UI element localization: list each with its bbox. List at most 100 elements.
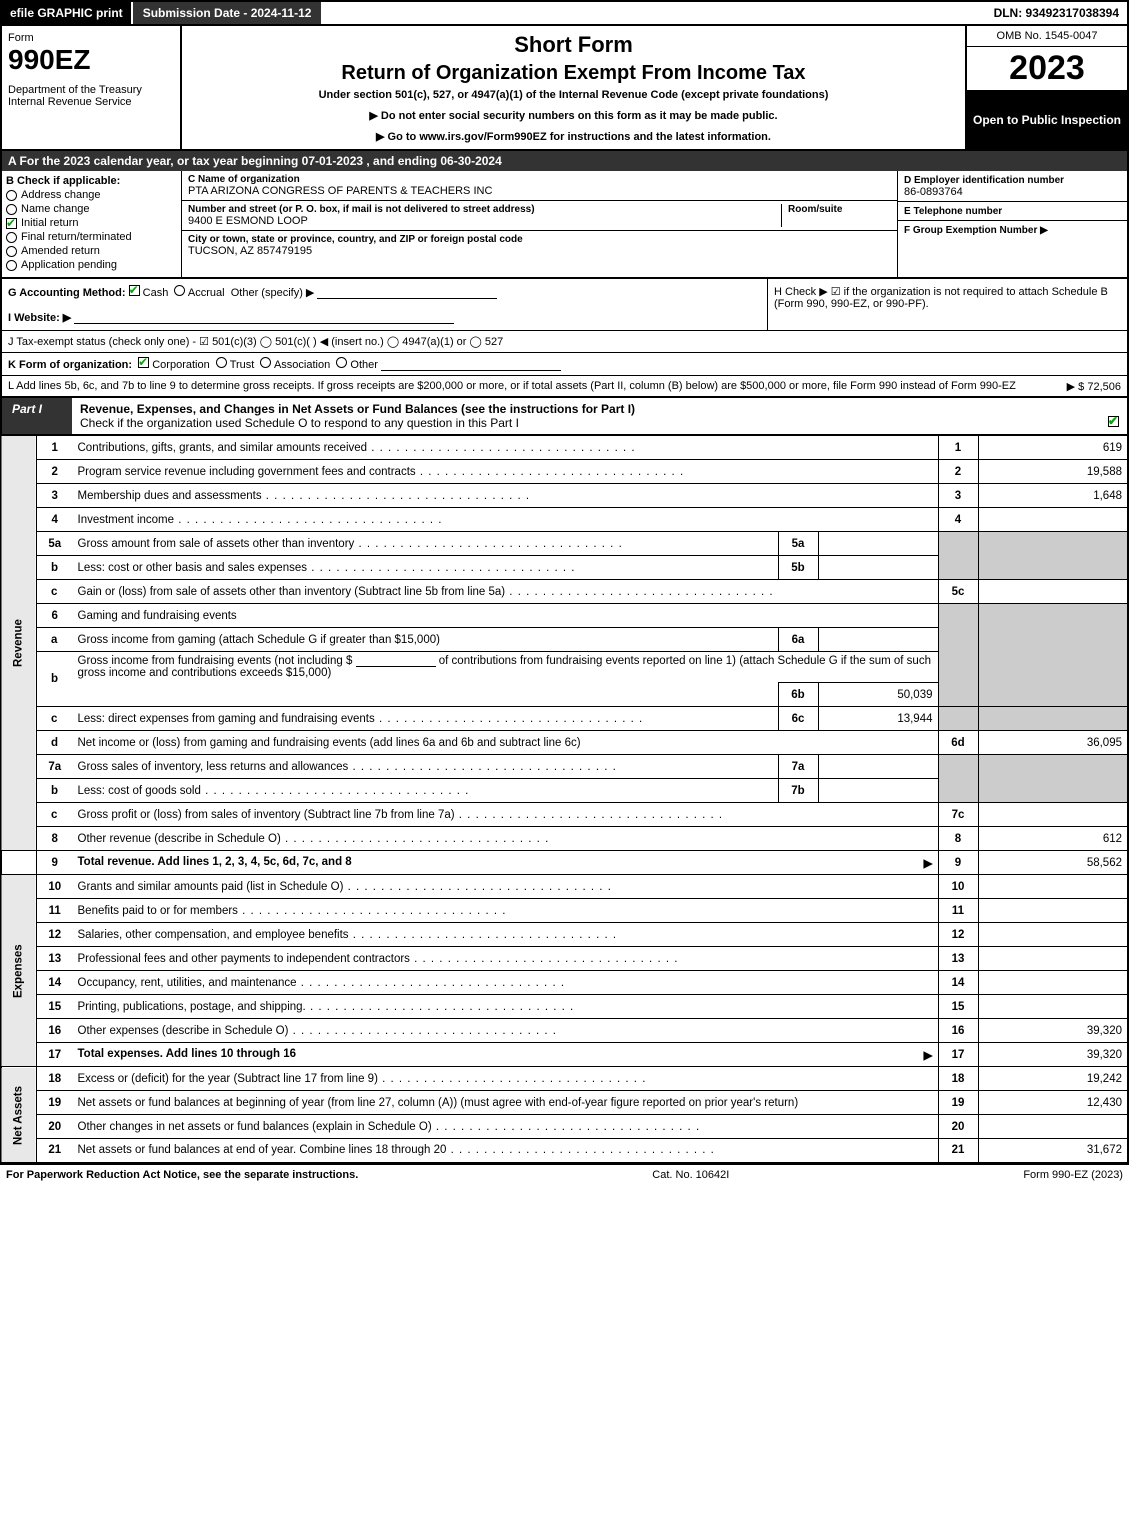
ln6b-spacer [73, 683, 779, 707]
ln15-rval [978, 995, 1128, 1019]
ln13-rval [978, 947, 1128, 971]
chk-accrual[interactable] [174, 285, 185, 296]
e-phone-label: E Telephone number [904, 206, 1002, 217]
shade-7ab [938, 755, 978, 803]
ln6c-ino: 6c [778, 707, 818, 731]
ln15-rno: 15 [938, 995, 978, 1019]
col-b-checkboxes: B Check if applicable: Address change Na… [2, 171, 182, 277]
ln3-rval: 1,648 [978, 484, 1128, 508]
ln6b-blank[interactable] [356, 655, 436, 667]
form-number: 990EZ [8, 44, 174, 76]
c-street-label: Number and street (or P. O. box, if mail… [188, 204, 781, 215]
bullet-link[interactable]: ▶ Go to www.irs.gov/Form990EZ for instru… [192, 130, 955, 143]
ln6b-desc1: Gross income from fundraising events (no… [73, 652, 939, 683]
other-org-input[interactable] [381, 359, 561, 371]
ln3-desc: Membership dues and assessments [73, 484, 939, 508]
chk-other[interactable] [336, 357, 347, 368]
g-accounting: G Accounting Method: Cash Accrual Other … [2, 279, 767, 330]
dln: DLN: 93492317038394 [986, 2, 1127, 24]
chk-address-change[interactable] [6, 190, 17, 201]
row-gh: G Accounting Method: Cash Accrual Other … [0, 279, 1129, 331]
shade-5ab [938, 532, 978, 580]
part1-check-text: Check if the organization used Schedule … [80, 416, 519, 430]
i-website: I Website: ▶ [8, 312, 71, 324]
col-c-org-info: C Name of organization PTA ARIZONA CONGR… [182, 171, 897, 277]
ln12-no: 12 [37, 923, 73, 947]
ln16-rval: 39,320 [978, 1019, 1128, 1043]
part1-table: Revenue 1 Contributions, gifts, grants, … [0, 435, 1129, 1164]
ln16-desc: Other expenses (describe in Schedule O) [73, 1019, 939, 1043]
row-j-tax-exempt: J Tax-exempt status (check only one) - ☑… [0, 331, 1129, 353]
ln17-rval: 39,320 [978, 1043, 1128, 1067]
ln6b-no: b [37, 652, 73, 707]
ln18-rno: 18 [938, 1067, 978, 1091]
shade-7ab-v [978, 755, 1128, 803]
ln6c-ival: 13,944 [818, 707, 938, 731]
shade-6abc-v [978, 604, 1128, 707]
chk-schedule-o[interactable] [1108, 416, 1119, 427]
chk-final-return[interactable] [6, 232, 17, 243]
header-right: OMB No. 1545-0047 2023 Open to Public In… [967, 26, 1127, 149]
lbl-trust: Trust [230, 359, 255, 371]
chk-amended[interactable] [6, 246, 17, 257]
chk-app-pending[interactable] [6, 260, 17, 271]
ln20-rval [978, 1115, 1128, 1139]
department: Department of the Treasury Internal Reve… [8, 84, 174, 108]
chk-trust[interactable] [216, 357, 227, 368]
f-group-label: F Group Exemption Number ▶ [904, 225, 1048, 236]
form-word: Form [8, 32, 174, 44]
ln21-no: 21 [37, 1139, 73, 1163]
part1-tag: Part I [2, 398, 72, 434]
other-specify-input[interactable] [317, 287, 497, 299]
title-short-form: Short Form [192, 32, 955, 58]
ln1-rno: 1 [938, 436, 978, 460]
ln10-desc: Grants and similar amounts paid (list in… [73, 875, 939, 899]
ln5b-ino: 5b [778, 556, 818, 580]
title-return: Return of Organization Exempt From Incom… [192, 62, 955, 85]
ln6b-ival: 50,039 [818, 683, 938, 707]
ln11-rval [978, 899, 1128, 923]
chk-corporation[interactable] [138, 357, 149, 368]
footer-cat: Cat. No. 10642I [652, 1169, 729, 1181]
org-city: TUCSON, AZ 857479195 [188, 245, 312, 257]
chk-cash[interactable] [129, 285, 140, 296]
omb-number: OMB No. 1545-0047 [967, 26, 1127, 47]
part1-header: Part I Revenue, Expenses, and Changes in… [0, 398, 1129, 435]
l-amount: ▶ $ 72,506 [1067, 380, 1121, 393]
b-header: B Check if applicable: [6, 175, 177, 187]
ln4-desc: Investment income [73, 508, 939, 532]
footer-paperwork: For Paperwork Reduction Act Notice, see … [6, 1169, 358, 1181]
lbl-initial-return: Initial return [21, 217, 78, 229]
ln5c-rno: 5c [938, 580, 978, 604]
ln5b-no: b [37, 556, 73, 580]
ln7c-rval [978, 803, 1128, 827]
ln18-desc: Excess or (deficit) for the year (Subtra… [73, 1067, 939, 1091]
shade-6c [938, 707, 978, 731]
g-label: G Accounting Method: [8, 287, 126, 299]
ln1-desc: Contributions, gifts, grants, and simila… [73, 436, 939, 460]
ln12-rval [978, 923, 1128, 947]
lbl-amended: Amended return [21, 245, 100, 257]
lbl-name-change: Name change [21, 203, 90, 215]
ln9-no: 9 [37, 851, 73, 875]
lbl-association: Association [274, 359, 330, 371]
chk-association[interactable] [260, 357, 271, 368]
website-input[interactable] [74, 312, 454, 324]
ln10-rno: 10 [938, 875, 978, 899]
side-expenses: Expenses [1, 875, 37, 1067]
chk-initial-return[interactable] [6, 218, 17, 229]
ln17-rno: 17 [938, 1043, 978, 1067]
l-text: L Add lines 5b, 6c, and 7b to line 9 to … [8, 380, 1016, 392]
ln7b-no: b [37, 779, 73, 803]
efile-print-button[interactable]: efile GRAPHIC print [2, 2, 133, 24]
ln5c-desc: Gain or (loss) from sale of assets other… [73, 580, 939, 604]
shade-6c-v [978, 707, 1128, 731]
chk-name-change[interactable] [6, 204, 17, 215]
ln14-rno: 14 [938, 971, 978, 995]
side-revenue: Revenue [1, 436, 37, 851]
lbl-final-return: Final return/terminated [21, 231, 132, 243]
ln7b-ino: 7b [778, 779, 818, 803]
ln5b-desc: Less: cost or other basis and sales expe… [73, 556, 779, 580]
ln5a-no: 5a [37, 532, 73, 556]
ln10-rval [978, 875, 1128, 899]
